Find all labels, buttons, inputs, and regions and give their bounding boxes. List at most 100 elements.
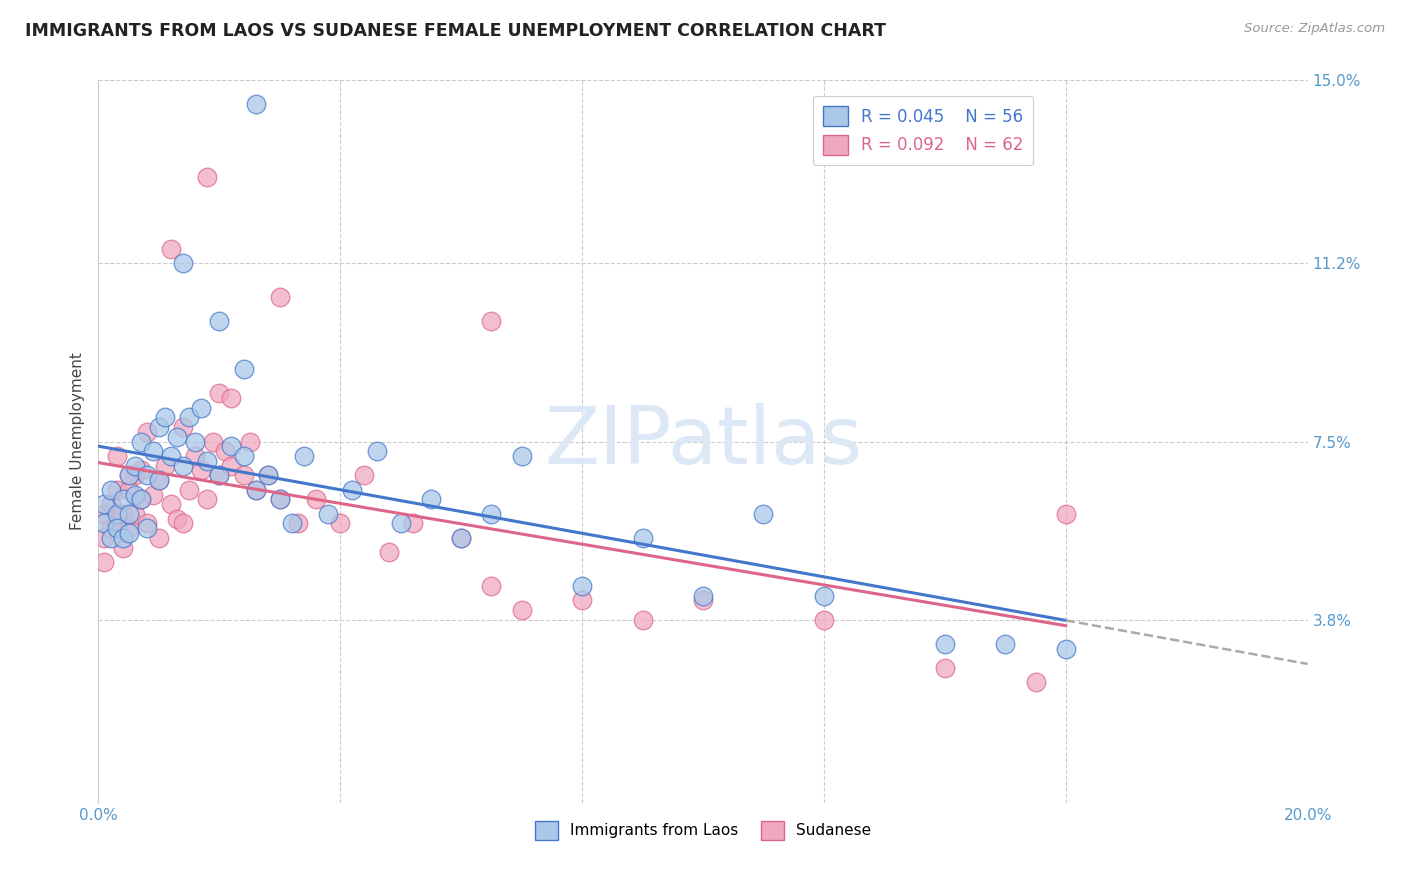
Point	[208, 386, 231, 401]
Point	[118, 483, 141, 497]
Point	[256, 468, 278, 483]
Point	[481, 314, 503, 328]
Point	[118, 526, 141, 541]
Point	[124, 468, 146, 483]
Text: ZIPatlas: ZIPatlas	[544, 402, 862, 481]
Point	[160, 242, 183, 256]
Point	[202, 434, 225, 449]
Point	[93, 497, 115, 511]
Point	[208, 468, 231, 483]
Point	[190, 401, 212, 415]
Point	[148, 420, 170, 434]
Point	[105, 516, 128, 531]
Point	[195, 454, 218, 468]
Point	[994, 637, 1017, 651]
Point	[111, 492, 134, 507]
Text: IMMIGRANTS FROM LAOS VS SUDANESE FEMALE UNEMPLOYMENT CORRELATION CHART: IMMIGRANTS FROM LAOS VS SUDANESE FEMALE …	[25, 22, 886, 40]
Point	[221, 391, 243, 405]
Point	[111, 531, 134, 545]
Point	[135, 468, 157, 483]
Point	[135, 521, 157, 535]
Point	[692, 593, 714, 607]
Point	[118, 521, 141, 535]
Point	[232, 362, 254, 376]
Point	[245, 97, 267, 112]
Point	[93, 531, 115, 545]
Text: Source: ZipAtlas.com: Source: ZipAtlas.com	[1244, 22, 1385, 36]
Point	[166, 430, 188, 444]
Point	[256, 468, 278, 483]
Point	[934, 661, 956, 675]
Y-axis label: Female Unemployment: Female Unemployment	[69, 352, 84, 531]
Point	[813, 589, 835, 603]
Point	[329, 516, 352, 531]
Point	[148, 473, 170, 487]
Point	[510, 449, 533, 463]
Point	[166, 511, 188, 525]
Point	[239, 434, 262, 449]
Point	[450, 531, 472, 545]
Point	[118, 507, 141, 521]
Point	[287, 516, 309, 531]
Point	[420, 492, 443, 507]
Point	[184, 434, 207, 449]
Point	[1054, 641, 1077, 656]
Point	[129, 492, 152, 507]
Point	[221, 439, 243, 453]
Point	[172, 420, 194, 434]
Point	[153, 410, 176, 425]
Point	[450, 531, 472, 545]
Point	[353, 468, 375, 483]
Point	[221, 458, 243, 473]
Point	[100, 521, 122, 535]
Point	[172, 516, 194, 531]
Point	[153, 458, 176, 473]
Point	[179, 410, 201, 425]
Point	[100, 497, 122, 511]
Point	[245, 483, 267, 497]
Point	[232, 449, 254, 463]
Point	[190, 463, 212, 477]
Point	[402, 516, 425, 531]
Point	[316, 507, 339, 521]
Point	[129, 434, 152, 449]
Point	[269, 492, 291, 507]
Point	[481, 507, 503, 521]
Point	[208, 314, 231, 328]
Point	[118, 468, 141, 483]
Point	[1054, 507, 1077, 521]
Point	[934, 637, 956, 651]
Point	[269, 290, 291, 304]
Point	[481, 579, 503, 593]
Point	[281, 516, 304, 531]
Point	[105, 507, 128, 521]
Point	[179, 483, 201, 497]
Point	[105, 483, 128, 497]
Point	[232, 468, 254, 483]
Point	[93, 507, 115, 521]
Point	[93, 516, 115, 531]
Point	[184, 449, 207, 463]
Point	[631, 613, 654, 627]
Point	[135, 516, 157, 531]
Point	[111, 541, 134, 555]
Point	[305, 492, 328, 507]
Point	[214, 444, 236, 458]
Point	[124, 507, 146, 521]
Point	[245, 483, 267, 497]
Point	[142, 487, 165, 501]
Point	[142, 444, 165, 458]
Point	[160, 449, 183, 463]
Point	[631, 531, 654, 545]
Point	[813, 613, 835, 627]
Point	[105, 449, 128, 463]
Point	[111, 507, 134, 521]
Point	[100, 483, 122, 497]
Point	[135, 425, 157, 439]
Point	[510, 603, 533, 617]
Point	[692, 589, 714, 603]
Point	[208, 468, 231, 483]
Point	[124, 487, 146, 501]
Point	[105, 521, 128, 535]
Point	[172, 256, 194, 270]
